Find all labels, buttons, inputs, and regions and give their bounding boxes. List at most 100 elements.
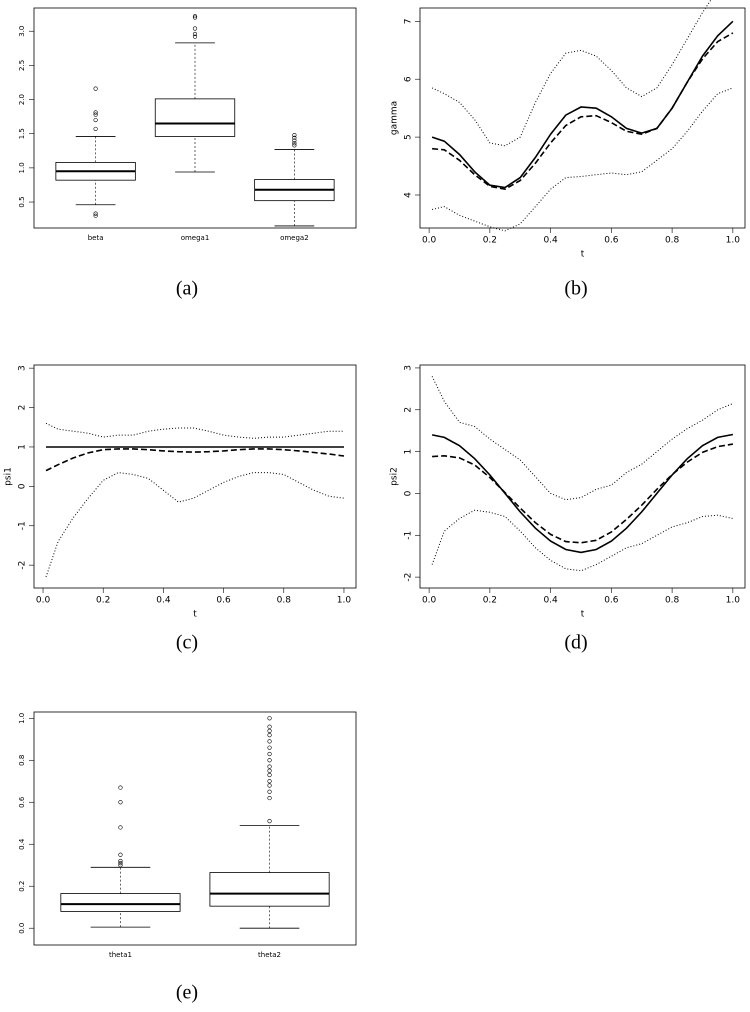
line: [432, 443, 734, 544]
outlier: [267, 789, 272, 794]
outlier: [267, 772, 272, 778]
y-tick-label: 0.6: [18, 796, 26, 808]
outlier: [192, 34, 198, 39]
outlier: [267, 751, 272, 757]
y-tick-label: 1.5: [18, 128, 26, 139]
outlier: [292, 141, 297, 146]
panel-label: (e): [176, 982, 198, 1004]
y-tick-label: -2: [404, 573, 414, 582]
outlier: [93, 211, 98, 216]
x-tick-label: 0.6: [216, 596, 231, 606]
box: [154, 98, 236, 137]
outlier: [292, 143, 297, 148]
x-tick-label: 1.0: [726, 596, 741, 606]
x-tick-label: 0.8: [665, 236, 680, 246]
outlier: [93, 126, 98, 132]
y-tick-label: 3.0: [18, 26, 26, 37]
panel: (d) -2 -1 0 1 2 3 psi2 t 0.0 0.2 0.4 0.6 0.8 1.0: [390, 364, 746, 654]
panel-label: (c): [176, 632, 198, 654]
x-axis-label: t: [581, 610, 585, 620]
outlier: [118, 861, 123, 866]
outlier: [267, 819, 272, 824]
x-tick-label: 0.2: [96, 596, 110, 606]
x-tick-label: 0.4: [543, 596, 558, 606]
y-tick-label: 0: [18, 483, 28, 489]
plot-frame: [33, 7, 357, 229]
x-tick-label: 0.4: [156, 596, 171, 606]
panel: (c) -2 -1 0 1 2 3 psi1 t 0.0 0.2 0.4 0.6 0.8 1.0: [4, 364, 357, 654]
x-tick-label: 0.6: [604, 236, 619, 246]
y-tick-label: 0.0: [18, 923, 26, 934]
outlier: [267, 795, 272, 801]
y-tick-label: 0.5: [18, 196, 26, 207]
x-tick-label: 0.8: [277, 596, 292, 606]
line: [45, 422, 344, 439]
y-tick-label: -1: [404, 531, 414, 540]
outlier: [267, 724, 272, 729]
outlier: [118, 785, 123, 790]
x-tick-label: 0.2: [483, 236, 497, 246]
x-tick-label: 0.0: [422, 596, 437, 606]
outlier: [267, 758, 272, 763]
y-tick-label: 2.0: [18, 94, 26, 105]
box: [60, 893, 181, 912]
panel: (e) 0.0 0.2 0.4 0.6 0.8 1.0 theta1 theta2: [18, 711, 357, 1004]
line: [45, 448, 345, 472]
x-tick-label: omega2: [280, 234, 309, 242]
outlier: [118, 858, 123, 864]
x-tick-label: 1.0: [337, 596, 352, 606]
line: [432, 32, 734, 191]
line: [431, 87, 734, 232]
outlier: [267, 739, 272, 744]
panel: (a) 0.5 1.0 1.5 2.0 2.5 3.0 beta omega1 omega2: [18, 7, 357, 300]
outlier: [267, 779, 272, 784]
panel-label: (d): [564, 632, 587, 654]
y-tick-label: 1: [18, 444, 28, 450]
y-tick-label: 3: [404, 365, 414, 371]
x-tick-label: omega1: [181, 234, 210, 242]
y-tick-label: 0: [404, 490, 414, 496]
y-tick-label: 1: [404, 449, 414, 455]
x-tick-label: 0.8: [665, 596, 680, 606]
x-tick-label: 0.4: [543, 236, 558, 246]
x-tick-label: 0.6: [604, 596, 619, 606]
outlier: [93, 110, 98, 115]
x-axis-label: t: [581, 250, 585, 260]
outlier: [192, 26, 198, 31]
panel: (b) 4 5 6 7 gamma t 0.0 0.2 0.4 0.6 0.8 1.0: [390, 0, 746, 300]
plot-frame: [419, 7, 746, 229]
x-tick-label: 0.2: [483, 596, 497, 606]
y-tick-label: 1.0: [18, 713, 26, 724]
outlier: [118, 863, 123, 868]
y-tick-label: -2: [18, 561, 28, 570]
y-tick-label: 7: [404, 18, 414, 24]
x-tick-label: theta2: [258, 951, 281, 959]
outlier: [267, 783, 272, 788]
line: [45, 472, 345, 578]
y-tick-label: 2: [18, 405, 28, 411]
box: [209, 872, 330, 907]
line: [431, 433, 734, 554]
x-tick-label: 0.0: [422, 236, 437, 246]
outlier: [292, 138, 297, 143]
y-tick-label: 4: [404, 192, 414, 198]
outlier: [267, 768, 272, 773]
plot-frame: [33, 364, 357, 589]
y-tick-label: 3: [18, 365, 28, 371]
x-tick-label: 0.0: [36, 596, 51, 606]
outlier: [118, 825, 123, 830]
line: [431, 0, 712, 147]
outlier: [93, 86, 98, 91]
outlier: [192, 14, 198, 19]
y-tick-label: -1: [18, 521, 28, 530]
x-tick-label: 1.0: [726, 236, 741, 246]
outlier: [267, 716, 272, 721]
outlier: [267, 732, 272, 738]
line: [431, 376, 734, 501]
line: [431, 509, 734, 572]
y-tick-label: 2.5: [18, 60, 26, 71]
outlier: [93, 117, 98, 123]
x-tick-label: theta1: [109, 951, 132, 959]
outlier: [292, 135, 297, 140]
